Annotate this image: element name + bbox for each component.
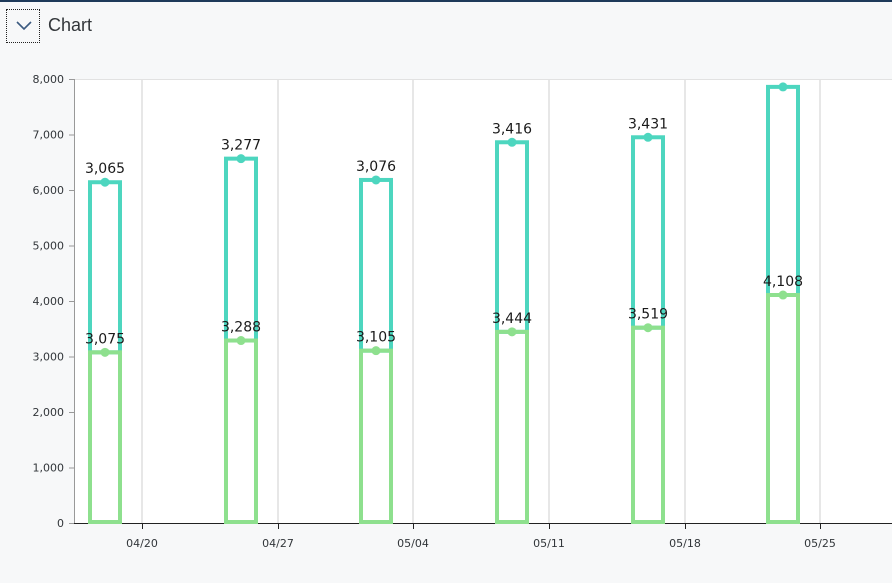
top-border (0, 0, 892, 2)
marker-base-series (778, 290, 788, 300)
y-tick-label: 6,000 (33, 184, 65, 197)
marker-top-series (778, 82, 788, 92)
marker-base-series (643, 323, 653, 333)
x-tick-label: 05/25 (804, 537, 836, 550)
y-tick-label: 3,000 (33, 351, 65, 364)
data-label-base-series: 3,288 (221, 320, 261, 336)
marker-base-series (507, 327, 517, 337)
data-label-base-series: 3,519 (628, 307, 668, 323)
chart-title: Chart (48, 15, 93, 35)
y-tick-label: 1,000 (33, 462, 65, 475)
y-tick-label: 5,000 (33, 240, 65, 253)
y-tick-label: 4,000 (33, 295, 65, 308)
data-label-top-series: 3,431 (628, 116, 668, 132)
data-label-base-series: 3,444 (492, 311, 532, 327)
x-tick-label: 05/18 (669, 537, 701, 550)
chart-header: Chart (0, 2, 892, 48)
data-label-top-series: 3,277 (221, 138, 261, 154)
data-label-top-series: 3,065 (85, 161, 125, 177)
chart-area: 0 1,000 2,000 3,000 4,000 5,000 6,000 7,000 8,00… (0, 48, 892, 579)
x-tick-label: 04/20 (126, 537, 158, 550)
data-label-base-series: 3,105 (356, 330, 396, 346)
marker-top-series (507, 137, 517, 147)
marker-top-series (643, 132, 653, 142)
data-label-base-series: 3,075 (85, 331, 125, 347)
marker-top-series (236, 154, 246, 164)
data-label-top-series: 3,416 (492, 121, 532, 137)
x-tick-label: 05/04 (397, 537, 429, 550)
plot-background (74, 79, 892, 523)
collapse-toggle-button[interactable] (6, 9, 40, 43)
marker-base-series (100, 347, 110, 357)
marker-top-series (371, 175, 381, 185)
marker-base-series (236, 336, 246, 346)
y-tick-label: 8,000 (33, 73, 65, 86)
stacked-bar-chart: 0 1,000 2,000 3,000 4,000 5,000 6,000 7,000 8,00… (33, 73, 892, 550)
data-label-top-series: 3,076 (356, 159, 396, 175)
y-tick-label: 2,000 (33, 406, 65, 419)
marker-base-series (371, 346, 381, 356)
y-tick-label: 0 (57, 517, 64, 530)
chevron-down-icon (16, 21, 32, 31)
x-tick-label: 04/27 (262, 537, 294, 550)
x-tick-label: 05/11 (533, 537, 565, 550)
y-tick-label: 7,000 (33, 129, 65, 142)
data-label-base-series: 4,108 (763, 274, 803, 290)
marker-top-series (100, 177, 110, 187)
